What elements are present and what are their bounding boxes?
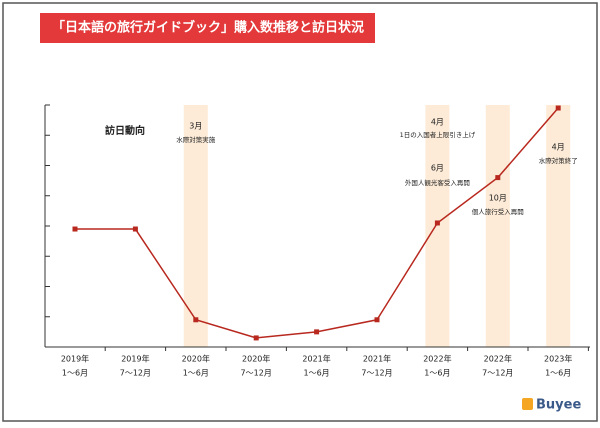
annotation: 水際対策実施 (176, 135, 216, 144)
highlight-band (425, 105, 450, 347)
point (193, 317, 199, 323)
x-tick-label: 1～6月 (424, 369, 450, 378)
highlight-band (485, 105, 510, 347)
logo-icon (522, 398, 533, 410)
x-tick-label: 2021年 (302, 354, 330, 364)
annotation: 4月 (552, 143, 565, 152)
x-tick-label: 1～6月 (62, 369, 88, 378)
x-tick-label: 1～6月 (304, 369, 330, 378)
annotation: 6月 (431, 164, 444, 173)
point (434, 220, 440, 226)
x-tick-label: 2023年 (544, 354, 572, 364)
logo-text: Buyee (536, 398, 581, 413)
point (253, 335, 259, 341)
x-tick-label: 1～6月 (545, 369, 571, 378)
x-tick-label: 2022年 (423, 354, 451, 364)
x-tick-label: 2019年 (121, 354, 149, 364)
point (555, 105, 561, 111)
title-banner (40, 13, 375, 43)
annotation: 水際対策終了 (539, 156, 578, 165)
x-tick-label: 2019年 (61, 354, 89, 364)
point (495, 175, 501, 181)
annotation: 1日の入国者上限引き上げ (400, 130, 476, 139)
x-tick-label: 7～12月 (241, 369, 272, 378)
annotation: 個人旅行受入再開 (472, 207, 524, 216)
logo: Buyee (522, 398, 581, 413)
x-tick-label: 1～6月 (183, 369, 209, 378)
chart-title: 「日本語の旅行ガイドブック」購入数推移と訪日状況 (52, 20, 364, 36)
annotation: 4月 (431, 118, 444, 127)
x-tick-label: 2021年 (363, 354, 391, 364)
x-tick-label: 7～12月 (120, 369, 151, 378)
point (374, 317, 380, 323)
point (314, 329, 320, 335)
annotation: 外国人観光客受入再開 (405, 178, 470, 187)
annotation: 3月 (189, 122, 202, 131)
point (132, 226, 138, 232)
series-label: 訪日動向 (105, 124, 145, 137)
x-tick-label: 7～12月 (482, 369, 513, 378)
highlight-band (546, 105, 571, 347)
x-tick-label: 2020年 (242, 354, 270, 364)
point (72, 226, 78, 232)
x-tick-label: 2022年 (484, 354, 512, 364)
annotation: 10月 (489, 194, 507, 203)
x-tick-label: 7～12月 (361, 369, 392, 378)
x-tick-label: 2020年 (182, 354, 210, 364)
